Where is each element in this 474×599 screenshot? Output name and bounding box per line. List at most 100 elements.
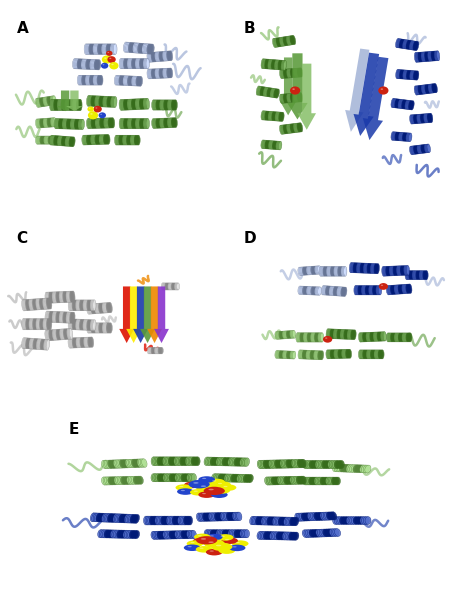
- Ellipse shape: [68, 291, 71, 302]
- Ellipse shape: [368, 350, 372, 359]
- Ellipse shape: [231, 512, 236, 521]
- Ellipse shape: [299, 93, 302, 102]
- Ellipse shape: [48, 298, 52, 309]
- Ellipse shape: [281, 331, 284, 339]
- Ellipse shape: [76, 319, 80, 330]
- Ellipse shape: [398, 99, 401, 108]
- Ellipse shape: [381, 88, 383, 90]
- Ellipse shape: [177, 283, 180, 290]
- Ellipse shape: [70, 300, 73, 311]
- Ellipse shape: [175, 457, 180, 465]
- Ellipse shape: [60, 329, 64, 340]
- Ellipse shape: [207, 530, 212, 538]
- Ellipse shape: [56, 119, 60, 129]
- Ellipse shape: [50, 96, 54, 105]
- Ellipse shape: [324, 286, 328, 295]
- Ellipse shape: [196, 536, 217, 544]
- Ellipse shape: [96, 118, 100, 128]
- Ellipse shape: [83, 319, 86, 330]
- Ellipse shape: [373, 332, 376, 341]
- Ellipse shape: [357, 263, 360, 273]
- Ellipse shape: [276, 60, 279, 69]
- Ellipse shape: [181, 531, 186, 539]
- Ellipse shape: [432, 84, 436, 93]
- Ellipse shape: [62, 311, 64, 323]
- Ellipse shape: [426, 144, 429, 153]
- Ellipse shape: [135, 119, 138, 129]
- Ellipse shape: [102, 135, 106, 144]
- Ellipse shape: [277, 460, 282, 468]
- Ellipse shape: [172, 100, 175, 110]
- Ellipse shape: [298, 93, 301, 102]
- Ellipse shape: [72, 338, 75, 348]
- Ellipse shape: [266, 531, 272, 540]
- Ellipse shape: [225, 458, 230, 466]
- Ellipse shape: [393, 266, 397, 276]
- Ellipse shape: [44, 339, 47, 350]
- Ellipse shape: [159, 118, 163, 128]
- Ellipse shape: [155, 100, 158, 110]
- Ellipse shape: [430, 84, 433, 93]
- Ellipse shape: [130, 135, 133, 145]
- Ellipse shape: [421, 271, 425, 280]
- Ellipse shape: [434, 51, 437, 61]
- Ellipse shape: [90, 323, 93, 333]
- Ellipse shape: [306, 286, 310, 295]
- Ellipse shape: [157, 457, 162, 465]
- Ellipse shape: [54, 292, 57, 303]
- Ellipse shape: [283, 476, 289, 485]
- Ellipse shape: [56, 136, 60, 146]
- Ellipse shape: [77, 300, 81, 311]
- Ellipse shape: [275, 38, 279, 47]
- Ellipse shape: [387, 266, 391, 276]
- Ellipse shape: [169, 51, 173, 60]
- Ellipse shape: [47, 292, 51, 303]
- Ellipse shape: [290, 351, 293, 359]
- Ellipse shape: [389, 285, 392, 295]
- Ellipse shape: [99, 135, 102, 144]
- Ellipse shape: [274, 141, 277, 150]
- Polygon shape: [147, 286, 162, 343]
- Ellipse shape: [82, 337, 86, 347]
- Ellipse shape: [91, 320, 94, 331]
- Ellipse shape: [170, 457, 174, 465]
- Ellipse shape: [62, 329, 65, 340]
- Ellipse shape: [423, 114, 426, 123]
- Ellipse shape: [266, 87, 270, 96]
- Ellipse shape: [117, 75, 120, 85]
- Ellipse shape: [71, 300, 74, 311]
- Ellipse shape: [283, 125, 286, 134]
- Ellipse shape: [164, 118, 168, 128]
- Ellipse shape: [402, 333, 405, 342]
- Ellipse shape: [113, 96, 117, 108]
- Ellipse shape: [227, 474, 233, 482]
- Ellipse shape: [156, 100, 160, 110]
- Ellipse shape: [125, 530, 130, 539]
- Ellipse shape: [213, 474, 219, 482]
- Ellipse shape: [280, 477, 286, 485]
- Ellipse shape: [384, 267, 388, 276]
- Ellipse shape: [171, 457, 176, 465]
- Ellipse shape: [85, 44, 89, 55]
- Ellipse shape: [169, 474, 174, 482]
- Ellipse shape: [310, 332, 313, 342]
- Ellipse shape: [404, 132, 407, 141]
- Ellipse shape: [160, 474, 165, 482]
- Ellipse shape: [257, 460, 262, 469]
- Ellipse shape: [292, 88, 295, 90]
- Ellipse shape: [104, 58, 107, 59]
- Ellipse shape: [327, 267, 330, 276]
- Ellipse shape: [227, 530, 232, 538]
- Ellipse shape: [80, 337, 83, 348]
- Ellipse shape: [381, 332, 384, 341]
- Ellipse shape: [47, 292, 50, 303]
- Ellipse shape: [169, 118, 173, 128]
- Ellipse shape: [278, 350, 281, 358]
- Ellipse shape: [132, 135, 136, 145]
- Ellipse shape: [356, 263, 359, 273]
- Ellipse shape: [366, 350, 370, 359]
- Ellipse shape: [99, 44, 103, 55]
- Ellipse shape: [364, 263, 367, 273]
- Ellipse shape: [265, 87, 268, 96]
- Ellipse shape: [174, 117, 177, 128]
